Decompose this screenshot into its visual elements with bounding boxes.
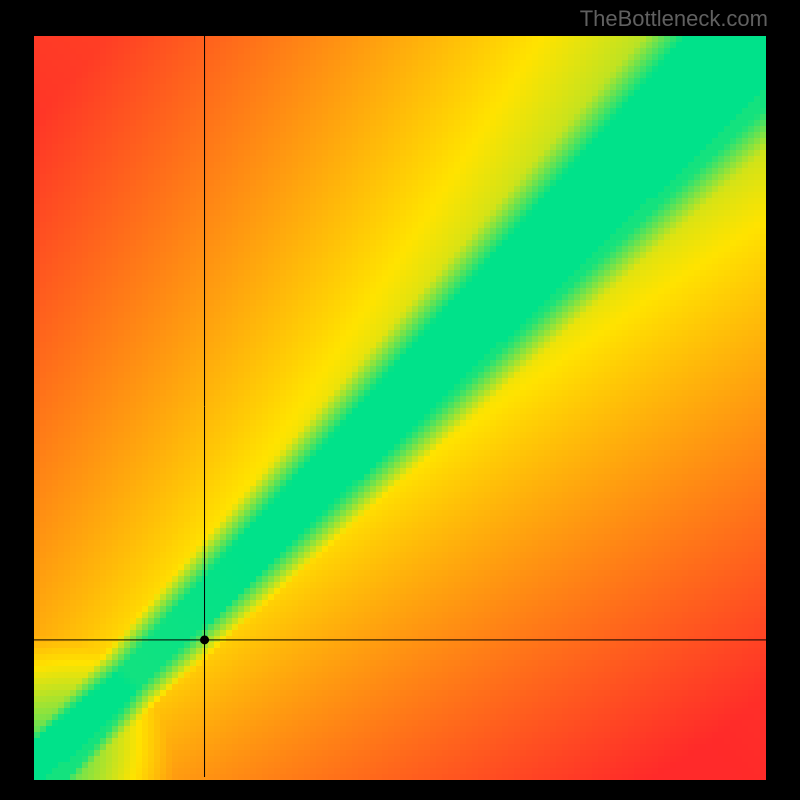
- heatmap-canvas: [0, 0, 800, 800]
- chart-container: TheBottleneck.com: [0, 0, 800, 800]
- attribution-text: TheBottleneck.com: [580, 6, 768, 32]
